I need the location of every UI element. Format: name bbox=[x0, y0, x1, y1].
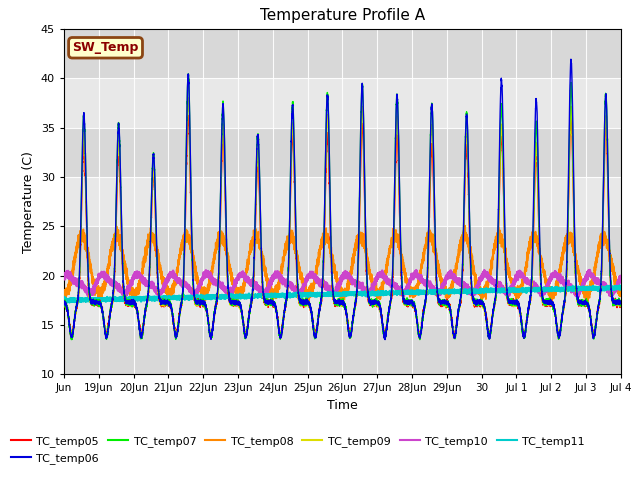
TC_temp06 bbox=[546, 300, 554, 305]
TC_temp09 bbox=[205, 321, 212, 327]
TC_temp10 bbox=[478, 273, 486, 279]
TC_temp10 bbox=[79, 283, 87, 288]
Line: TC_temp07: TC_temp07 bbox=[64, 74, 621, 340]
TC_temp08 bbox=[479, 294, 486, 300]
TC_temp11 bbox=[205, 293, 212, 299]
Bar bbox=[64, 226, 621, 276]
TC_temp08 bbox=[546, 295, 554, 300]
TC_temp08 bbox=[60, 290, 68, 296]
TC_temp10 bbox=[310, 274, 317, 280]
TC_temp09 bbox=[478, 301, 486, 307]
TC_temp07 bbox=[80, 115, 88, 120]
TC_temp06 bbox=[231, 300, 239, 306]
TC_temp11 bbox=[63, 300, 70, 306]
X-axis label: Time: Time bbox=[327, 399, 358, 412]
TC_temp10 bbox=[586, 267, 594, 273]
Title: Temperature Profile A: Temperature Profile A bbox=[260, 9, 425, 24]
TC_temp09 bbox=[79, 134, 87, 140]
TC_temp05 bbox=[60, 304, 68, 310]
TC_temp11 bbox=[478, 288, 486, 294]
TC_temp05 bbox=[310, 329, 317, 335]
TC_temp05 bbox=[478, 300, 486, 305]
TC_temp09 bbox=[60, 300, 68, 306]
Legend: TC_temp05, TC_temp06, TC_temp07, TC_temp08, TC_temp09, TC_temp10, TC_temp11: TC_temp05, TC_temp06, TC_temp07, TC_temp… bbox=[6, 432, 589, 468]
TC_temp11 bbox=[80, 297, 88, 303]
TC_temp09 bbox=[546, 300, 554, 305]
Line: TC_temp10: TC_temp10 bbox=[64, 270, 621, 297]
TC_temp07 bbox=[68, 337, 76, 343]
TC_temp07 bbox=[310, 329, 318, 335]
TC_temp08 bbox=[80, 233, 88, 239]
Bar bbox=[64, 325, 621, 374]
TC_temp07 bbox=[231, 300, 239, 305]
TC_temp08 bbox=[461, 223, 469, 228]
TC_temp07 bbox=[184, 71, 192, 77]
TC_temp05 bbox=[567, 112, 575, 118]
Line: TC_temp08: TC_temp08 bbox=[64, 226, 621, 302]
TC_temp08 bbox=[61, 300, 68, 305]
TC_temp09 bbox=[617, 299, 625, 305]
TC_temp09 bbox=[555, 336, 563, 342]
Line: TC_temp06: TC_temp06 bbox=[64, 59, 621, 340]
TC_temp11 bbox=[231, 294, 239, 300]
TC_temp05 bbox=[79, 142, 87, 148]
TC_temp07 bbox=[617, 301, 625, 307]
Line: TC_temp11: TC_temp11 bbox=[64, 286, 621, 303]
TC_temp09 bbox=[231, 301, 239, 307]
TC_temp11 bbox=[616, 283, 623, 288]
TC_temp11 bbox=[310, 291, 317, 297]
TC_temp10 bbox=[546, 279, 554, 285]
TC_temp06 bbox=[310, 328, 317, 334]
TC_temp05 bbox=[546, 299, 554, 304]
TC_temp06 bbox=[204, 318, 212, 324]
TC_temp09 bbox=[184, 95, 192, 101]
TC_temp11 bbox=[546, 286, 554, 291]
TC_temp06 bbox=[478, 300, 486, 305]
Bar bbox=[64, 128, 621, 177]
Bar bbox=[64, 29, 621, 78]
TC_temp06 bbox=[381, 337, 389, 343]
Line: TC_temp09: TC_temp09 bbox=[64, 98, 621, 339]
TC_temp07 bbox=[546, 298, 554, 303]
TC_temp07 bbox=[60, 301, 68, 307]
TC_temp05 bbox=[231, 299, 239, 304]
TC_temp10 bbox=[575, 294, 582, 300]
TC_temp06 bbox=[567, 56, 575, 62]
Line: TC_temp05: TC_temp05 bbox=[64, 115, 621, 339]
TC_temp08 bbox=[205, 284, 212, 289]
TC_temp07 bbox=[205, 322, 212, 327]
TC_temp10 bbox=[204, 274, 212, 279]
TC_temp11 bbox=[617, 286, 625, 292]
TC_temp06 bbox=[60, 300, 68, 306]
TC_temp11 bbox=[60, 297, 68, 303]
TC_temp08 bbox=[310, 282, 317, 288]
TC_temp05 bbox=[204, 318, 212, 324]
TC_temp10 bbox=[231, 281, 239, 287]
Y-axis label: Temperature (C): Temperature (C) bbox=[22, 151, 35, 252]
TC_temp09 bbox=[310, 327, 317, 333]
TC_temp05 bbox=[617, 302, 625, 308]
TC_temp07 bbox=[479, 298, 486, 303]
TC_temp05 bbox=[416, 336, 424, 342]
Text: SW_Temp: SW_Temp bbox=[72, 41, 139, 54]
TC_temp08 bbox=[617, 293, 625, 299]
TC_temp08 bbox=[231, 282, 239, 288]
TC_temp10 bbox=[617, 274, 625, 279]
TC_temp10 bbox=[60, 276, 68, 282]
TC_temp06 bbox=[617, 300, 625, 306]
TC_temp06 bbox=[79, 115, 87, 120]
